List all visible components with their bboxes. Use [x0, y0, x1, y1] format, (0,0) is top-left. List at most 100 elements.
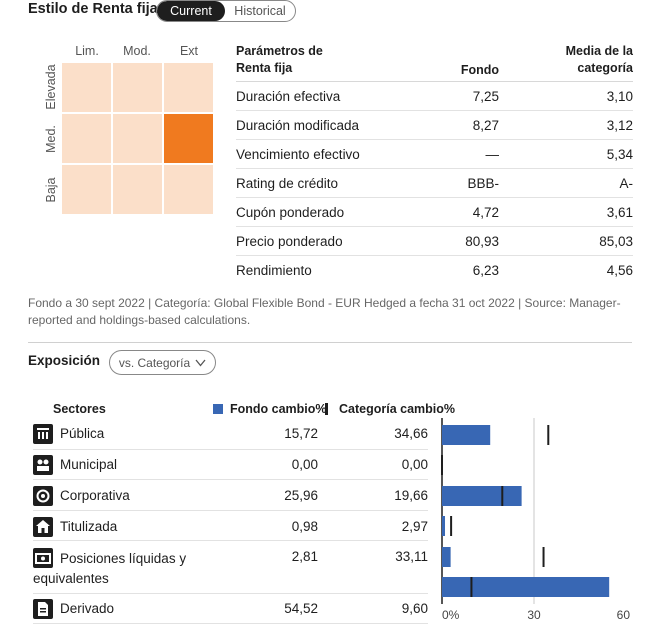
sector-label: Municipal	[60, 457, 118, 472]
sector-label: Posiciones líquidas y equivalentes	[33, 551, 187, 586]
param-label: Cupón ponderado	[236, 204, 345, 220]
param-label: Duración efectiva	[236, 88, 341, 104]
sector-row-publica: Pública 15,72 34,66	[33, 421, 428, 450]
param-label: Precio ponderado	[236, 233, 343, 249]
col-header-ext: Ext	[179, 44, 199, 58]
param-fund: 7,25	[472, 88, 499, 104]
public-icon	[33, 424, 53, 444]
exposure-title: Exposición	[28, 353, 101, 368]
param-category: 3,12	[606, 117, 633, 133]
tick-label: 60	[617, 608, 631, 622]
row-header-baja: Baja	[44, 177, 58, 203]
style-cell	[62, 63, 111, 112]
param-category: 85,03	[599, 233, 633, 249]
param-category: A-	[619, 175, 634, 191]
category-value: 19,66	[394, 488, 428, 503]
category-value: 33,11	[395, 549, 428, 564]
corporate-icon	[33, 486, 53, 506]
param-fund: 6,23	[472, 263, 499, 278]
sector-label: Corporativa	[60, 488, 130, 503]
param-label: Rendimiento	[236, 263, 312, 278]
footnote: Fondo a 30 sept 2022 | Categoría: Global…	[28, 296, 621, 327]
municipal-icon	[33, 455, 53, 475]
fund-value: 15,72	[284, 426, 318, 441]
category-value: 2,97	[401, 519, 428, 534]
category-value: 0,00	[401, 457, 428, 472]
param-fund: BBB-	[467, 175, 499, 191]
table-row: Duración efectiva 7,25 3,10	[236, 82, 633, 111]
fund-value: 2,81	[291, 549, 318, 564]
sector-row-titulizada: Titulizada 0,98 2,97	[33, 511, 428, 541]
exposure-chart: 0% 30 60	[441, 418, 631, 622]
legend-fund-swatch	[213, 404, 223, 414]
table-row: Rating de crédito BBB- A-	[236, 169, 633, 198]
style-cell	[113, 165, 162, 214]
param-fund: 80,93	[465, 233, 499, 249]
style-cell	[164, 165, 213, 214]
sector-label: Titulizada	[60, 519, 118, 534]
param-label: Duración modificada	[236, 117, 360, 133]
row-header-elevada: Elevada	[44, 64, 58, 110]
style-cell	[62, 165, 111, 214]
col-header-mod: Mod.	[123, 44, 151, 58]
header-fund-change: Fondo cambio%	[230, 402, 327, 416]
param-label: Vencimiento efectivo	[236, 146, 360, 162]
style-cell-selected	[164, 114, 213, 163]
row-header-med: Med.	[44, 125, 58, 153]
fund-value: 0,98	[291, 519, 318, 534]
fund-bar	[442, 486, 522, 506]
fund-bar	[442, 425, 491, 445]
fund-bar	[442, 577, 610, 597]
divider	[28, 342, 632, 343]
fund-bar	[442, 516, 446, 536]
param-label: Rating de crédito	[236, 175, 339, 191]
param-fund: 4,72	[472, 204, 499, 220]
header-param: Parámetros de Renta fija	[236, 44, 323, 75]
section-title: Estilo de Renta fija	[28, 1, 158, 17]
fund-value: 54,52	[284, 601, 318, 616]
table-row: Rendimiento 6,23 4,56	[236, 256, 633, 285]
param-category: 4,56	[606, 263, 633, 278]
derivative-icon	[33, 599, 53, 619]
legend-category-marker	[325, 403, 328, 415]
table-row: Vencimiento efectivo — 5,34	[236, 140, 633, 169]
cash-icon	[33, 548, 53, 568]
tab-current[interactable]: Current	[157, 1, 225, 21]
sector-label-wrap: Posiciones líquidas y equivalentes	[33, 549, 233, 589]
tab-historical[interactable]: Historical	[234, 4, 286, 18]
param-fund: 8,27	[472, 117, 499, 133]
sector-row-municipal: Municipal 0,00 0,00	[33, 450, 428, 480]
style-cell	[113, 63, 162, 112]
chevron-down-icon	[195, 359, 206, 367]
style-cell	[113, 114, 162, 163]
fund-value: 0,00	[291, 457, 318, 472]
sector-label: Pública	[60, 426, 105, 441]
view-toggle: Current Historical	[156, 0, 296, 22]
params-table: Parámetros de Renta fija Fondo Media de …	[236, 40, 633, 285]
style-cell	[164, 63, 213, 112]
param-fund: —	[485, 146, 500, 162]
style-cell	[62, 114, 111, 163]
param-category: 5,34	[606, 146, 633, 162]
compare-dropdown-label: vs. Categoría	[118, 355, 191, 370]
param-category: 3,10	[606, 88, 633, 104]
tick-label: 0%	[442, 608, 460, 622]
header-fund: Fondo	[460, 63, 499, 77]
table-row: Cupón ponderado 4,72 3,61	[236, 198, 633, 227]
sector-row-posiciones: Posiciones líquidas y equivalentes 2,81 …	[33, 541, 428, 594]
fund-bar	[442, 547, 451, 567]
table-row: Precio ponderado 80,93 85,03	[236, 227, 633, 256]
param-category: 3,61	[606, 204, 633, 220]
header-category-change: Categoría cambio%	[339, 402, 456, 416]
params-header: Parámetros de Renta fija Fondo Media de …	[236, 40, 633, 82]
compare-dropdown[interactable]: vs. Categoría	[109, 350, 216, 375]
sector-row-corporativa: Corporativa 25,96 19,66	[33, 480, 428, 511]
col-header-lim: Lim.	[75, 44, 99, 58]
category-value: 9,60	[401, 601, 428, 616]
header-sectors: Sectores	[53, 402, 106, 416]
sector-label: Derivado	[60, 601, 115, 616]
fund-value: 25,96	[284, 488, 318, 503]
sector-row-derivado: Derivado 54,52 9,60	[33, 594, 428, 624]
table-row: Duración modificada 8,27 3,12	[236, 111, 633, 140]
header-category: Media de la categoría	[565, 44, 633, 75]
